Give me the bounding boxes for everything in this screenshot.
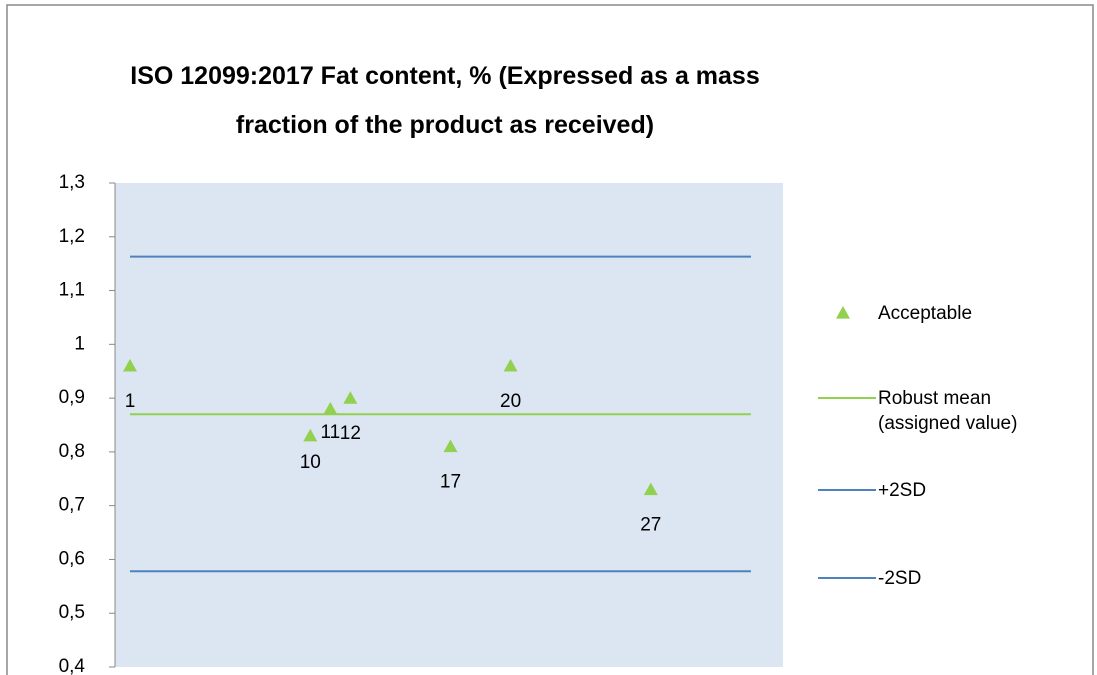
legend-label: Robust mean (assigned value): [878, 388, 1018, 434]
data-label: 10: [300, 452, 321, 473]
legend-label: Acceptable: [878, 303, 973, 324]
y-tick-label: 0,5: [59, 602, 85, 623]
legend-marker: [836, 306, 850, 319]
y-tick-label: 1,1: [59, 280, 85, 301]
data-label: 20: [500, 391, 521, 412]
y-tick-label: 0,4: [59, 656, 86, 675]
data-point: [303, 428, 318, 442]
data-point: [443, 439, 458, 453]
y-tick-label: 1,2: [59, 226, 85, 247]
data-point: [123, 358, 138, 372]
data-point: [643, 482, 658, 496]
y-tick-label: 0,8: [59, 441, 85, 462]
y-tick-label: 0,7: [59, 495, 85, 516]
data-label: 27: [640, 515, 661, 536]
y-tick-label: 1: [74, 333, 85, 354]
y-tick-label: 1,3: [59, 172, 85, 193]
legend-label: -2SD: [878, 568, 922, 589]
y-tick-label: 0,6: [59, 548, 85, 569]
data-point: [503, 358, 518, 372]
data-label: 12: [340, 423, 361, 444]
data-label: 11: [320, 422, 340, 443]
data-label: 17: [440, 472, 461, 493]
data-label: 1: [125, 391, 136, 412]
legend-label: +2SD: [878, 480, 927, 501]
data-point: [343, 391, 358, 404]
y-tick-label: 0,9: [59, 387, 85, 408]
data-point: [323, 401, 338, 415]
plot-area: [115, 183, 783, 667]
frame: [6, 4, 1094, 675]
chart-title: ISO 12099:2017 Fat content, % (Expressed…: [130, 62, 760, 139]
